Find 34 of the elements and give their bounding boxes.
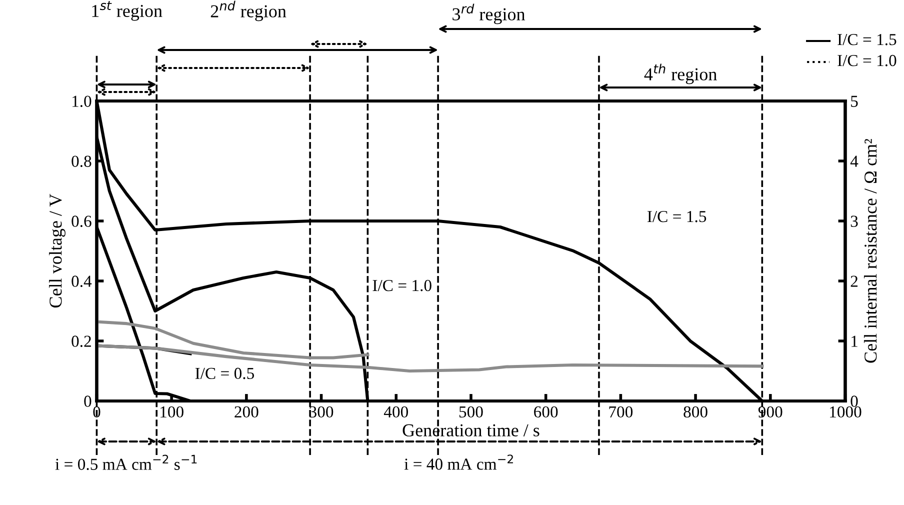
y2-tick-label: 4 [850, 156, 858, 167]
text: I/C = 1.0 [838, 54, 896, 66]
text: 4$^{th}$ region [644, 64, 717, 84]
x-tick-label: 700 [609, 406, 633, 418]
annotation: I/C = 0.5 [195, 368, 254, 380]
y2-tick-label: 2 [850, 276, 858, 287]
x-tick-label: 600 [534, 406, 558, 418]
y-tick-label: 0.8 [72, 156, 92, 168]
y-tick-label: 0 [84, 396, 92, 407]
x-tick-label: 400 [384, 406, 408, 418]
x-tick-label: 800 [684, 406, 708, 418]
y2-tick-label: 1 [852, 336, 858, 347]
y-tick-label: 1.0 [72, 96, 92, 108]
y2-tick-label: 0 [850, 396, 858, 407]
x-tick-label: 1000 [830, 406, 862, 418]
y2-tick-label: 3 [850, 216, 858, 227]
x-tick-label: 200 [234, 406, 258, 418]
x-tick-label: 500 [459, 406, 483, 418]
y-tick-label: 0.6 [72, 216, 92, 228]
annotation: I/C = 1.0 [372, 280, 432, 292]
x-axis-title: Generation time / s [402, 424, 540, 436]
x-tick-label: 100 [160, 406, 184, 418]
y-tick-label: 0.4 [72, 276, 92, 287]
y2-tick-label: 5 [851, 96, 858, 107]
text: i = 40 mA cm$^{−2}$ [404, 454, 513, 470]
y-tick-label: 0.2 [72, 336, 91, 347]
y2-axis-title: Cell internal resistance / Ω cm² [864, 138, 877, 363]
annotation: I/C = 1.5 [647, 210, 706, 222]
text: 2$^{nd}$ region [210, 0, 286, 22]
text: 3$^{rd}$ region [452, 4, 526, 24]
text: 1$^{st}$ region [92, 1, 162, 21]
y-axis-title: Cell voltage / V [49, 194, 66, 308]
text: i = 0.5 mA cm$^{−2}$ s$^{−1}$ [55, 454, 197, 470]
text: I/C = 1.5 [838, 34, 896, 46]
